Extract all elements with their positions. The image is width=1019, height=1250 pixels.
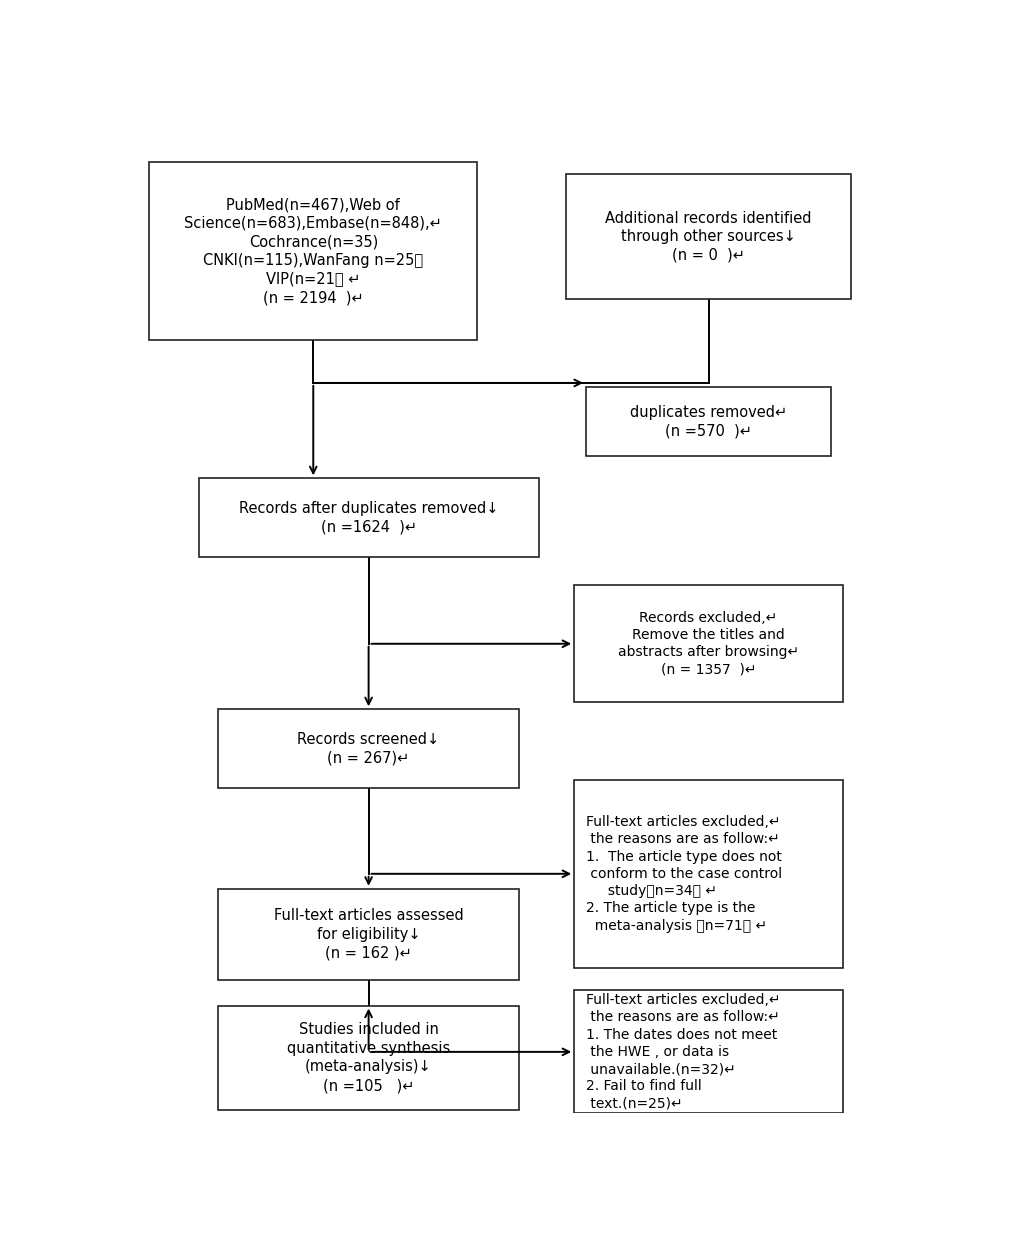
Text: Records after duplicates removed↓
(n =1624  )↵: Records after duplicates removed↓ (n =16… — [238, 501, 498, 535]
Text: duplicates removed↵
(n =570  )↵: duplicates removed↵ (n =570 )↵ — [630, 405, 787, 439]
Text: Records screened↓
(n = 267)↵: Records screened↓ (n = 267)↵ — [298, 732, 439, 765]
Text: Additional records identified
through other sources↓
(n = 0  )↵: Additional records identified through ot… — [604, 210, 811, 262]
FancyBboxPatch shape — [574, 990, 842, 1114]
FancyBboxPatch shape — [199, 479, 538, 558]
Text: Full-text articles excluded,↵
 the reasons are as follow:↵
1.  The article type : Full-text articles excluded,↵ the reason… — [585, 815, 782, 932]
Text: Full-text articles excluded,↵
 the reasons are as follow:↵
1. The dates does not: Full-text articles excluded,↵ the reason… — [585, 992, 780, 1111]
FancyBboxPatch shape — [566, 174, 850, 299]
Text: Studies included in
quantitative synthesis
(meta-analysis)↓
(n =105   )↵: Studies included in quantitative synthes… — [286, 1022, 449, 1092]
Text: Full-text articles assessed
for eligibility↓
(n = 162 )↵: Full-text articles assessed for eligibil… — [273, 909, 463, 960]
FancyBboxPatch shape — [149, 162, 477, 340]
FancyBboxPatch shape — [574, 780, 842, 968]
FancyBboxPatch shape — [218, 709, 519, 789]
FancyBboxPatch shape — [218, 1006, 519, 1110]
Text: Records excluded,↵
Remove the titles and
abstracts after browsing↵
(n = 1357  )↵: Records excluded,↵ Remove the titles and… — [618, 611, 798, 676]
FancyBboxPatch shape — [574, 585, 842, 702]
Text: PubMed(n=467),Web of
Science(n=683),Embase(n=848),↵
Cochrance(n=35)
CNKI(n=115),: PubMed(n=467),Web of Science(n=683),Emba… — [184, 198, 442, 305]
FancyBboxPatch shape — [585, 386, 830, 456]
FancyBboxPatch shape — [218, 889, 519, 980]
